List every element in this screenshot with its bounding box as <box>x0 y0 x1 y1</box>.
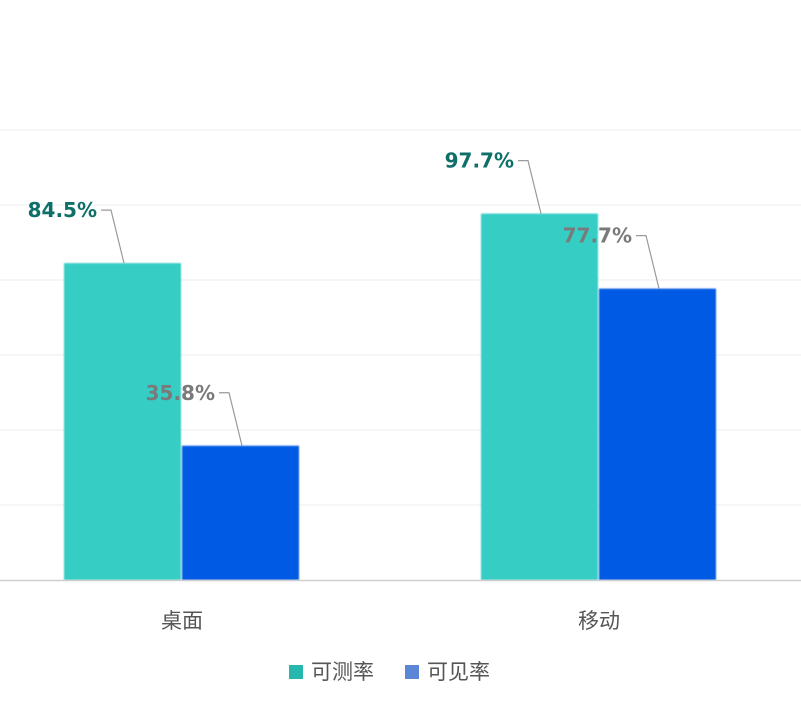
data-label-leader <box>518 160 542 214</box>
legend-item-viewable[interactable]: 可见率 <box>405 660 490 684</box>
legend: 可测率 可见率 <box>289 660 490 684</box>
bar-viewable-0 <box>182 445 299 580</box>
data-label: 77.7% <box>563 224 632 248</box>
bar-measurable-0 <box>64 263 181 580</box>
legend-label: 可测率 <box>311 660 374 684</box>
x-axis: 桌面 移动 <box>0 579 801 633</box>
x-tick-label: 桌面 <box>161 609 203 633</box>
data-label-leader <box>219 392 243 446</box>
x-tick-label: 移动 <box>578 609 620 633</box>
legend-swatch <box>289 665 303 679</box>
legend-label: 可见率 <box>427 660 490 684</box>
legend-item-measurable[interactable]: 可测率 <box>289 660 374 684</box>
bars <box>64 213 716 580</box>
bar-measurable-1 <box>481 213 598 580</box>
data-label: 97.7% <box>445 149 514 173</box>
data-label-leader <box>636 235 660 289</box>
data-label: 35.8% <box>146 381 215 405</box>
data-label-leader <box>101 209 125 264</box>
legend-swatch <box>405 665 419 679</box>
bar-viewable-1 <box>599 288 716 580</box>
data-label: 84.5% <box>28 198 97 222</box>
data-labels: 84.5% 35.8% 97.7% 77.7% <box>28 149 660 446</box>
